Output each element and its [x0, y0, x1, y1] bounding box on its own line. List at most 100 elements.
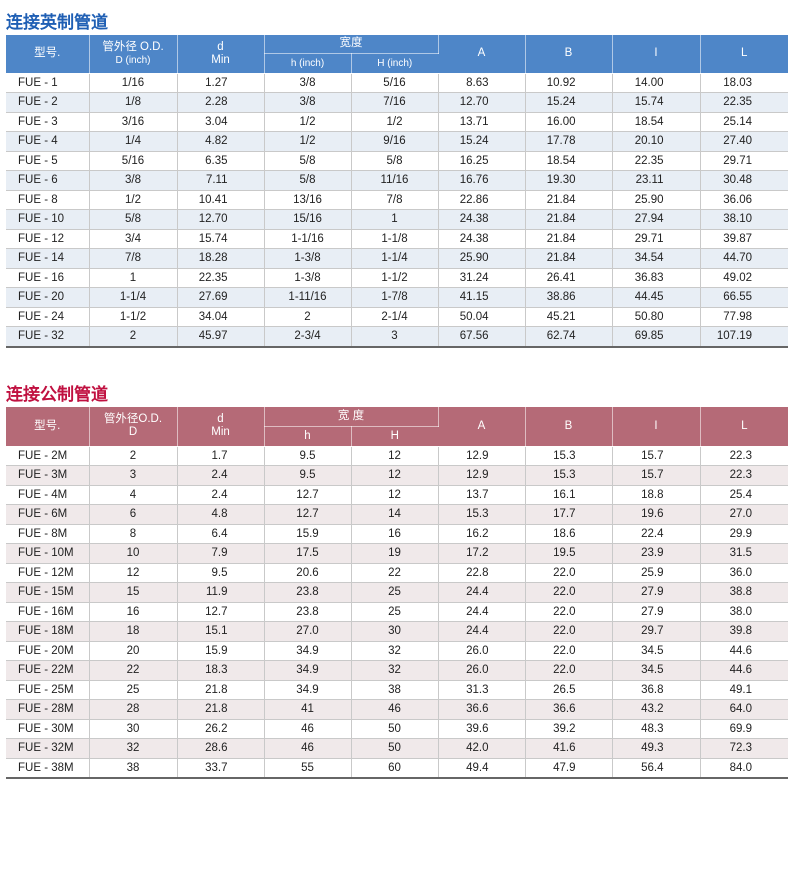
cell-od: 3	[89, 465, 178, 486]
cell-l: 22.35	[700, 92, 788, 113]
cell-i: 22.35	[612, 151, 701, 171]
cell-b: 18.54	[525, 151, 613, 171]
cell-od: 8	[89, 524, 178, 544]
cell-h-large: 2-1/4	[351, 307, 439, 327]
cell-i: 34.5	[612, 660, 701, 681]
table-row: FUE - 22M 22 18.3 34.9 32 26.0 22.0 34.5 44.6	[6, 660, 789, 681]
cell-i: 18.8	[612, 485, 701, 505]
cell-model: FUE - 4	[6, 131, 90, 152]
cell-d-min: 6.4	[177, 524, 265, 544]
header-b: B	[525, 35, 613, 74]
cell-h-small: 12.7	[264, 485, 352, 505]
cell-b: 22.0	[525, 582, 613, 603]
cell-h-large: 50	[351, 719, 439, 739]
table-row: FUE - 6M 6 4.8 12.7 14 15.3 17.7 19.6 27.0	[6, 504, 789, 525]
cell-h-small: 2	[264, 307, 352, 327]
cell-h-small: 23.8	[264, 602, 352, 622]
cell-model: FUE - 3M	[6, 465, 90, 486]
cell-model: FUE - 2M	[6, 446, 90, 466]
cell-i: 34.5	[612, 641, 701, 661]
cell-b: 17.78	[525, 131, 613, 152]
cell-b: 17.7	[525, 504, 613, 525]
cell-h-large: 38	[351, 680, 439, 700]
cell-model: FUE - 4M	[6, 485, 90, 505]
cell-i: 34.54	[612, 248, 701, 269]
table-row: FUE - 15M 15 11.9 23.8 25 24.4 22.0 27.9 38.8	[6, 582, 789, 603]
cell-d-min: 6.35	[177, 151, 265, 171]
cell-h-small: 2-3/4	[264, 326, 352, 348]
cell-a: 12.9	[438, 446, 526, 466]
cell-od: 3/16	[89, 112, 178, 132]
cell-b: 41.6	[525, 738, 613, 759]
table-row: FUE - 4M 4 2.4 12.7 12 13.7 16.1 18.8 25.4	[6, 485, 789, 505]
cell-model: FUE - 10M	[6, 543, 90, 564]
cell-od: 22	[89, 660, 178, 681]
cell-d-min: 4.8	[177, 504, 265, 525]
cell-l: 84.0	[700, 758, 789, 779]
cell-d-min: 2.4	[177, 465, 265, 486]
cell-h-large: 1-7/8	[351, 287, 439, 308]
cell-i: 27.9	[612, 602, 701, 622]
cell-i: 36.8	[612, 680, 701, 700]
cell-h-large: 12	[351, 485, 439, 505]
header-od-label: 管外径O.D.	[103, 413, 163, 426]
cell-od: 1/4	[89, 131, 178, 152]
cell-a: 24.4	[438, 582, 526, 603]
cell-d-min: 9.5	[177, 563, 265, 583]
cell-h-small: 1-3/8	[264, 248, 352, 269]
table-row: FUE - 8 1/2 10.41 13/16 7/8 22.86 21.84 25.90 36…	[6, 190, 788, 210]
cell-l: 77.98	[700, 307, 788, 327]
cell-h-large: 11/16	[351, 170, 439, 191]
cell-b: 36.6	[525, 699, 613, 720]
cell-model: FUE - 15M	[6, 582, 90, 603]
cell-l: 39.87	[700, 229, 788, 249]
cell-od: 25	[89, 680, 178, 700]
header-outer-diameter: 管外径 O.D. D (inch)	[89, 35, 178, 74]
cell-d-min: 22.35	[177, 268, 265, 288]
cell-od: 20	[89, 641, 178, 661]
cell-l: 69.9	[700, 719, 789, 739]
cell-l: 38.0	[700, 602, 789, 622]
cell-i: 25.9	[612, 563, 701, 583]
cell-h-small: 1/2	[264, 131, 352, 152]
cell-a: 17.2	[438, 543, 526, 564]
cell-l: 29.71	[700, 151, 788, 171]
cell-b: 19.5	[525, 543, 613, 564]
cell-b: 22.0	[525, 621, 613, 642]
cell-h-small: 15/16	[264, 209, 352, 230]
cell-b: 22.0	[525, 641, 613, 661]
table-row: FUE - 32M 32 28.6 46 50 42.0 41.6 49.3 72.3	[6, 738, 789, 759]
cell-a: 24.4	[438, 602, 526, 622]
cell-h-large: 46	[351, 699, 439, 720]
cell-b: 47.9	[525, 758, 613, 779]
cell-l: 44.6	[700, 660, 789, 681]
header-od-label: 管外径 O.D.	[102, 40, 164, 53]
cell-d-min: 15.1	[177, 621, 265, 642]
cell-h-large: 3	[351, 326, 439, 348]
header-model: 型号.	[6, 35, 90, 74]
cell-b: 22.0	[525, 660, 613, 681]
table-row: FUE - 16M 16 12.7 23.8 25 24.4 22.0 27.9 38.0	[6, 602, 789, 622]
cell-a: 24.38	[438, 209, 526, 230]
cell-od: 5/8	[89, 209, 178, 230]
cell-a: 24.4	[438, 621, 526, 642]
cell-i: 43.2	[612, 699, 701, 720]
cell-h-large: 1-1/2	[351, 268, 439, 288]
cell-b: 16.1	[525, 485, 613, 505]
cell-i: 25.90	[612, 190, 701, 210]
cell-h-small: 1-11/16	[264, 287, 352, 308]
cell-model: FUE - 20	[6, 287, 90, 308]
cell-model: FUE - 12M	[6, 563, 90, 583]
cell-l: 29.9	[700, 524, 789, 544]
cell-d-min: 10.41	[177, 190, 265, 210]
cell-d-min: 18.3	[177, 660, 265, 681]
cell-model: FUE - 10	[6, 209, 90, 230]
cell-od: 16	[89, 602, 178, 622]
cell-l: 44.70	[700, 248, 788, 269]
cell-d-min: 33.7	[177, 758, 265, 779]
cell-d-min: 12.7	[177, 602, 265, 622]
cell-a: 22.86	[438, 190, 526, 210]
cell-b: 15.24	[525, 92, 613, 113]
cell-h-large: 1-1/8	[351, 229, 439, 249]
table-row: FUE - 18M 18 15.1 27.0 30 24.4 22.0 29.7 39.8	[6, 621, 789, 642]
